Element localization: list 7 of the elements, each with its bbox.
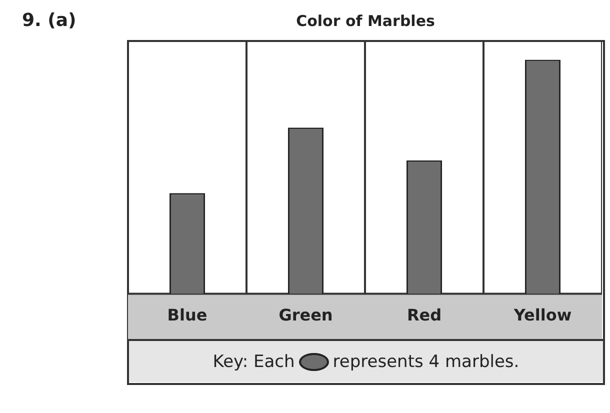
x-tick-label: Red xyxy=(406,306,442,325)
x-tick-label: Green xyxy=(278,306,333,325)
text: 9. (a) xyxy=(22,10,76,31)
x-tick-label: Blue xyxy=(167,306,208,325)
x-tick-label: Yellow xyxy=(512,306,572,325)
text: Key: Each represents 4 marbles. xyxy=(212,352,520,372)
chart-title: Color of Marbles xyxy=(295,12,436,30)
